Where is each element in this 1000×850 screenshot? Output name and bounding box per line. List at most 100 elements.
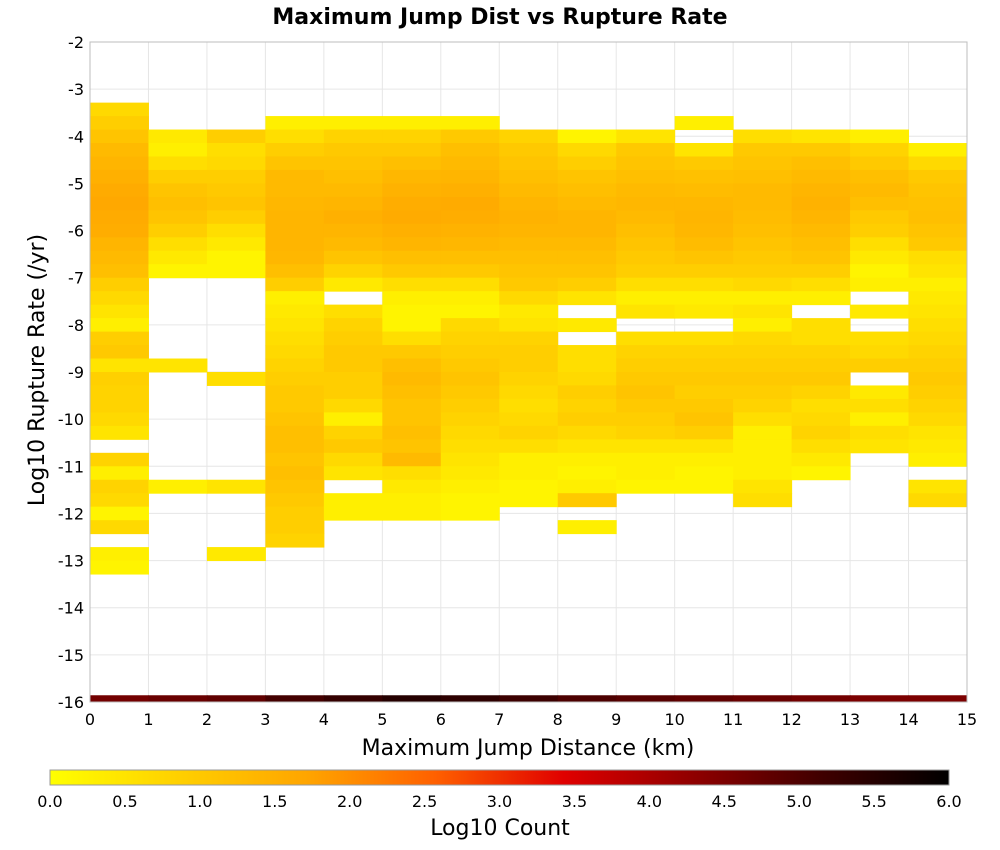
heatmap-cell [674, 291, 734, 306]
heatmap-cell [557, 479, 617, 494]
colorbar-tick-label: 5.5 [861, 792, 886, 811]
heatmap-cell [499, 425, 559, 440]
heatmap-cell [382, 264, 442, 279]
heatmap-cell [382, 398, 442, 413]
heatmap-cell [850, 210, 910, 225]
heatmap-cell [674, 439, 734, 454]
heatmap-cell [382, 169, 442, 184]
heatmap-cell [499, 156, 559, 171]
baseline-cell [791, 695, 851, 702]
heatmap-cell [674, 264, 734, 279]
heatmap-cell [206, 264, 266, 279]
heatmap-cell [674, 412, 734, 427]
heatmap-cell [90, 223, 149, 238]
heatmap-cell [499, 264, 559, 279]
heatmap-cell [908, 412, 968, 427]
heatmap-cell [850, 143, 910, 157]
heatmap-cell [499, 277, 559, 292]
heatmap-cell [265, 533, 325, 548]
heatmap-cell [90, 358, 149, 373]
heatmap-cell [674, 371, 734, 386]
heatmap-cell [90, 506, 149, 521]
heatmap-cell [90, 304, 149, 319]
heatmap-cell [850, 385, 910, 400]
heatmap-cell [850, 169, 910, 184]
heatmap-cell [850, 345, 910, 360]
heatmap-cell [382, 412, 442, 427]
heatmap-cell [908, 425, 968, 440]
heatmap-cell [557, 371, 617, 386]
heatmap-cell [733, 412, 793, 427]
y-tick-label: -9 [68, 363, 84, 382]
heatmap-cell [382, 142, 442, 157]
heatmap-cell [791, 345, 851, 360]
heatmap-cell [733, 250, 793, 265]
heatmap-cell [90, 210, 149, 225]
heatmap-cell [148, 250, 208, 265]
heatmap-cell [90, 425, 149, 440]
heatmap-cell [557, 493, 617, 508]
colorbar-tick-label: 0.0 [37, 792, 62, 811]
heatmap-cell [265, 439, 325, 454]
heatmap-cell [323, 210, 383, 225]
heatmap-cell [499, 479, 559, 494]
heatmap-cell [733, 345, 793, 360]
heatmap-cell [791, 156, 851, 171]
y-tick-label: -6 [68, 222, 84, 241]
heatmap-cell [850, 398, 910, 413]
heatmap-cell [674, 358, 734, 373]
colorbar-tick-label: 2.0 [337, 792, 362, 811]
heatmap-cell [557, 291, 617, 306]
heatmap-cell [557, 156, 617, 171]
heatmap-cell [323, 129, 383, 144]
colorbar-label: Log10 Count [430, 816, 570, 841]
chart-title: Maximum Jump Dist vs Rupture Rate [272, 5, 727, 30]
heatmap-cell [674, 156, 734, 171]
x-tick-label: 11 [723, 710, 743, 729]
heatmap-cell [323, 318, 383, 333]
heatmap-cell [674, 223, 734, 238]
heatmap-cell [616, 169, 676, 184]
heatmap-cell [382, 345, 442, 359]
heatmap-cell [499, 143, 559, 157]
heatmap-cell [557, 520, 617, 535]
heatmap-cell [733, 479, 793, 494]
heatmap-cell [148, 264, 208, 279]
heatmap-cell [616, 291, 676, 306]
heatmap-cell [148, 223, 208, 238]
heatmap-cell [499, 210, 559, 225]
heatmap-cell [557, 250, 617, 265]
heatmap-cell [850, 425, 910, 440]
x-tick-label: 6 [436, 710, 446, 729]
x-tick-label: 9 [611, 710, 621, 729]
heatmap-cell [499, 223, 559, 238]
colorbar-tick-label: 2.5 [412, 792, 437, 811]
heatmap-cell [323, 237, 383, 252]
heatmap-cell [499, 304, 559, 319]
heatmap-cell [674, 331, 734, 346]
heatmap-cell [206, 479, 266, 494]
colorbar-tick-label: 4.5 [712, 792, 737, 811]
heatmap-cell [90, 291, 149, 306]
heatmap-cell [265, 425, 325, 440]
heatmap-cell [440, 439, 500, 454]
heatmap-cell [674, 116, 734, 131]
y-tick-label: -11 [58, 457, 84, 476]
baseline-cell [557, 695, 617, 702]
x-tick-label: 10 [664, 710, 684, 729]
heatmap-cell [850, 358, 910, 373]
heatmap-cell [499, 129, 559, 144]
heatmap-cell [850, 250, 910, 265]
x-axis-ticks: 0 1 2 3 4 5 6 7 8 9 10 11 12 13 14 15 [85, 710, 977, 729]
heatmap-cell [674, 250, 734, 265]
heatmap-cell [90, 520, 149, 535]
baseline-cell [206, 695, 266, 702]
heatmap-cell [908, 331, 968, 346]
heatmap-cell [90, 479, 149, 494]
heatmap-cell [440, 479, 500, 494]
heatmap-cell [733, 237, 793, 252]
heatmap-cell [908, 318, 968, 333]
x-tick-label: 12 [781, 710, 801, 729]
heatmap-cell [557, 439, 617, 454]
y-tick-label: -10 [58, 410, 84, 429]
